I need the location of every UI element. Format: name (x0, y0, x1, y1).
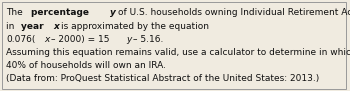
Text: of U.S. households owning Individual Retirement Accounts (IRAs): of U.S. households owning Individual Ret… (118, 8, 350, 17)
Text: x: x (54, 22, 60, 31)
Text: is approximated by the equation: is approximated by the equation (61, 22, 209, 31)
Text: – 5.16.: – 5.16. (133, 35, 164, 44)
Text: year: year (21, 22, 46, 31)
FancyBboxPatch shape (2, 2, 346, 89)
Text: (Data from: ProQuest Statistical Abstract of the United States: 2013.): (Data from: ProQuest Statistical Abstrac… (6, 74, 319, 83)
Text: y: y (110, 8, 116, 17)
Text: The: The (6, 8, 26, 17)
Text: 40% of households will own an IRA.: 40% of households will own an IRA. (6, 61, 166, 70)
Text: y: y (126, 35, 132, 44)
Text: 0.076(: 0.076( (6, 35, 35, 44)
Text: in: in (6, 22, 17, 31)
Text: x: x (44, 35, 49, 44)
Text: percentage: percentage (31, 8, 92, 17)
Text: – 2000) = 15: – 2000) = 15 (51, 35, 109, 44)
Text: Assuming this equation remains valid, use a calculator to determine in which yea: Assuming this equation remains valid, us… (6, 48, 350, 57)
